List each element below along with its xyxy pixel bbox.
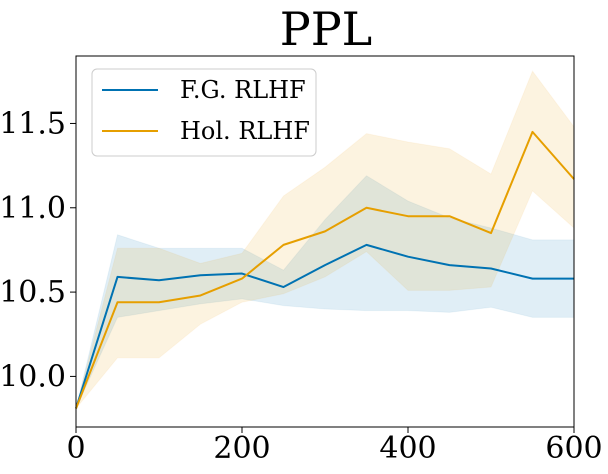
plot-area-frame [75,55,575,428]
y-tick-label: 10.5 [0,275,66,310]
legend-label-f-g-rlhf: F.G. RLHF [180,76,306,104]
legend-label-hol-rlhf: Hol. RLHF [180,117,310,145]
legend: F.G. RLHF Hol. RLHF [91,68,317,157]
x-tick-label: 200 [213,431,270,466]
chart-title: PPL [280,2,372,56]
y-tick-label: 11.0 [0,191,66,226]
series-lines [75,130,575,409]
hol-rlhf-line [75,130,575,409]
y-axis: 10.0 10.5 11.0 11.5 [0,106,76,394]
x-axis: 0 200 400 600 [66,427,603,466]
f-g-rlhf-line [75,243,574,409]
x-tick-label: 600 [545,431,602,466]
y-tick-label: 11.5 [0,106,66,141]
y-tick-label: 10.0 [0,359,66,394]
x-tick-label: 0 [66,431,85,466]
x-tick-label: 400 [379,431,436,466]
